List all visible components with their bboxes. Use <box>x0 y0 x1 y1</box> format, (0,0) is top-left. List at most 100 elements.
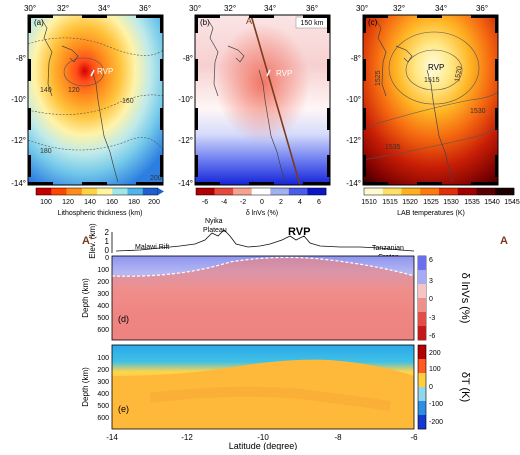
elevation-profile: Elev. (km) 2 1 0 A' A Malawi Rift Nyika … <box>82 218 508 261</box>
panel-letter: (a) <box>34 18 44 27</box>
colorbar-tick: -200 <box>429 419 443 426</box>
colorbar-swatch <box>418 415 426 430</box>
colorbar-tick: 200 <box>429 350 441 357</box>
site-label: RVP <box>97 67 113 76</box>
colorbar-tick: 1545 <box>504 199 520 206</box>
profile-line <box>250 14 301 186</box>
colorbar-tick: 0 <box>260 199 264 206</box>
colorbar-tick: 1515 <box>382 199 398 206</box>
depth-tick: 300 <box>97 291 109 298</box>
lat-tick: -10° <box>346 95 361 104</box>
depth-tick: 600 <box>97 327 109 334</box>
colorbar-tick: 2 <box>279 199 283 206</box>
lon-tick: 32° <box>224 4 236 13</box>
colorbar-swatch <box>418 373 426 388</box>
colorbar-swatch <box>418 256 426 271</box>
lithospheric-thickness-field <box>28 15 163 185</box>
contour-label: 180 <box>40 148 52 155</box>
contour-line <box>362 125 499 161</box>
depth-tick: 100 <box>97 355 109 362</box>
contour-line <box>27 37 164 56</box>
section-d: (d) Depth (km) 0 100 200 300 400 500 600… <box>81 255 471 341</box>
contour-label: 200 <box>150 175 162 182</box>
depth-tick: 200 <box>97 367 109 374</box>
colorbar-swatch <box>418 284 426 299</box>
volcano-marker <box>266 69 271 77</box>
lat-tick: -10° <box>11 95 26 104</box>
lat-tick: -12° <box>178 136 193 145</box>
colorbar-swatch <box>270 188 290 195</box>
lab-temperature-field <box>363 15 498 185</box>
lon-tick: 30° <box>24 4 36 13</box>
colorbar-swatch <box>66 188 83 195</box>
colorbar-label: δ lnVs (%) <box>246 210 278 217</box>
colorbar-c: 1510 1515 1520 1525 1530 1535 1540 1545 … <box>361 187 520 217</box>
lon-tick: 34° <box>435 4 447 13</box>
colorbar-label: δ lnVs (%) <box>459 273 471 324</box>
colorbar-tick: 1520 <box>402 199 418 206</box>
contour-label: 120 <box>68 87 80 94</box>
contour-label: 1520 <box>454 66 464 83</box>
x-axis-label: Latitude (degree) <box>229 441 298 450</box>
colorbar-tick: 100 <box>429 366 441 373</box>
depth-tick: 0 <box>105 255 109 262</box>
colorbar-swatch <box>418 298 426 313</box>
lon-tick: 34° <box>98 4 110 13</box>
lake-rukwa-outline <box>61 45 79 63</box>
lon-tick: 36° <box>476 4 488 13</box>
lat-tick: -12° <box>11 136 26 145</box>
topography-line <box>115 229 415 252</box>
colorbar-swatch <box>127 188 144 195</box>
colorbar-tick: -2 <box>240 199 246 206</box>
colorbar-tick: 100 <box>40 199 52 206</box>
lake-rukwa-outline <box>227 45 245 63</box>
colorbar-swatch <box>51 188 67 195</box>
colorbar-swatch <box>364 188 384 195</box>
colorbar-swatch <box>196 188 215 195</box>
contour-line <box>405 49 463 91</box>
contour-line <box>362 91 499 129</box>
colorbar-swatch <box>97 188 113 195</box>
elev-tick: 0 <box>105 246 110 255</box>
colorbar-swatch <box>251 188 271 195</box>
contour-line <box>27 137 164 151</box>
contour-label: 140 <box>40 87 52 94</box>
site-label: RVP <box>428 63 444 72</box>
contour-label: 1515 <box>424 77 440 84</box>
colorbar-label: LAB temperatures (K) <box>397 210 465 217</box>
colorbar-tick: 1535 <box>464 199 480 206</box>
colorbar-a: 100 120 140 160 180 200 Lithospheric thi… <box>35 187 164 217</box>
depth-tick: 400 <box>97 303 109 310</box>
x-tick: -8 <box>334 433 342 442</box>
colorbar-swatch <box>418 387 426 402</box>
colorbar-tick: 0 <box>429 384 433 391</box>
colorbar-swatch <box>288 188 308 195</box>
colorbar-swatch <box>214 188 234 195</box>
colorbar-tick: 1530 <box>443 199 459 206</box>
x-tick: -10 <box>257 433 269 442</box>
panel-letter: (d) <box>118 314 129 324</box>
colorbar-swatch <box>307 188 327 195</box>
lake-rukwa-outline <box>395 45 413 63</box>
label-malawi-rift: Malawi Rift <box>135 244 169 251</box>
colorbar-swatch <box>418 326 426 341</box>
lake-tanganyika-outline <box>207 19 219 97</box>
colorbar-swatch <box>81 188 98 195</box>
depth-tick: 300 <box>97 379 109 386</box>
lon-tick: 34° <box>264 4 276 13</box>
colorbar-swatch <box>418 401 426 416</box>
x-tick: -14 <box>106 433 118 442</box>
lat-tick: -14° <box>346 179 361 188</box>
colorbar-tick: 180 <box>128 199 140 206</box>
colorbar-tick: -3 <box>429 315 435 322</box>
colorbar-swatch <box>418 270 426 285</box>
contour-label: 1525 <box>375 70 382 86</box>
depth-tick: 200 <box>97 279 109 286</box>
contour-label: 1530 <box>470 108 486 115</box>
colorbar-tick: -6 <box>202 199 208 206</box>
panel-letter: (c) <box>368 18 378 27</box>
colorbar-tick: 3 <box>429 278 433 285</box>
panel-letter: (e) <box>118 404 129 414</box>
elev-tick: 2 <box>105 228 110 237</box>
colorbar-tick: 140 <box>84 199 96 206</box>
